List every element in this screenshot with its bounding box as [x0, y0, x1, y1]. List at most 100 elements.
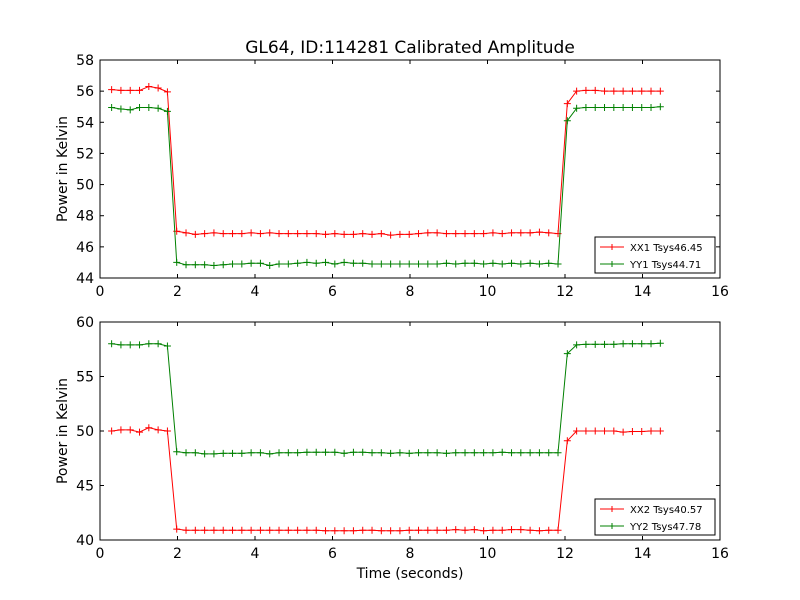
y-tick-label: 44: [76, 271, 94, 287]
data-point: [591, 427, 599, 435]
data-point: [535, 527, 543, 535]
series-2: [108, 103, 664, 270]
data-point: [415, 230, 423, 238]
data-point: [247, 449, 255, 457]
data-point: [284, 230, 292, 238]
data-point: [424, 229, 432, 237]
data-point: [545, 259, 553, 267]
data-point: [554, 526, 562, 534]
data-point: [303, 230, 311, 238]
data-point: [610, 87, 618, 95]
data-point: [349, 527, 357, 535]
data-point: [238, 449, 246, 457]
data-point: [517, 260, 525, 268]
data-point: [480, 260, 488, 268]
data-point: [359, 448, 367, 456]
data-point: [442, 259, 450, 267]
data-point: [601, 103, 609, 111]
data-point: [554, 260, 562, 268]
data-point: [136, 86, 144, 94]
data-point: [554, 449, 562, 457]
x-tick-label: 6: [328, 284, 337, 300]
data-point: [294, 259, 302, 267]
series-1: [108, 82, 664, 239]
data-point: [610, 427, 618, 435]
data-point: [619, 428, 627, 436]
data-point: [433, 526, 441, 534]
data-point: [461, 230, 469, 238]
data-point: [498, 260, 506, 268]
data-point: [545, 449, 553, 457]
data-point: [322, 527, 330, 535]
data-point: [424, 526, 432, 534]
data-point: [452, 526, 460, 534]
data-point: [628, 340, 636, 348]
data-point: [470, 230, 478, 238]
legend-box: [594, 498, 716, 536]
data-point: [349, 259, 357, 267]
data-point: [349, 230, 357, 238]
data-point: [396, 260, 404, 268]
legend-entry: XX2 Tsys40.57: [600, 505, 703, 516]
data-point: [303, 526, 311, 534]
data-point: [294, 449, 302, 457]
data-point: [498, 526, 506, 534]
y-tick-label: 56: [76, 84, 94, 100]
data-point: [628, 428, 636, 436]
data-point: [340, 258, 348, 266]
y-tick-label: 52: [76, 146, 94, 162]
data-point: [387, 527, 395, 535]
legend-entry: YY1 Tsys44.71: [600, 260, 701, 271]
data-point: [619, 103, 627, 111]
data-point: [359, 230, 367, 238]
data-point: [591, 103, 599, 111]
data-point: [452, 260, 460, 268]
data-point: [238, 230, 246, 238]
data-point: [191, 526, 199, 534]
data-point: [117, 86, 125, 94]
x-tick-label: 6: [328, 546, 337, 562]
data-point: [145, 103, 153, 111]
x-tick-label: 2: [173, 546, 182, 562]
series-2: [108, 339, 664, 458]
data-point: [275, 526, 283, 534]
data-point: [173, 258, 181, 266]
legend: XX2 Tsys40.57 YY2 Tsys47.78: [594, 498, 716, 536]
data-point: [517, 229, 525, 237]
data-point: [312, 526, 320, 534]
data-point: [442, 230, 450, 238]
data-point: [628, 103, 636, 111]
data-point: [340, 230, 348, 238]
y-tick-label: 48: [76, 209, 94, 225]
data-point: [396, 527, 404, 535]
data-point: [591, 340, 599, 348]
data-point: [191, 261, 199, 269]
data-point: [573, 341, 581, 349]
data-point: [573, 104, 581, 112]
data-point: [191, 230, 199, 238]
data-point: [294, 526, 302, 534]
data-point: [117, 426, 125, 434]
y-tick-label: 45: [76, 479, 94, 495]
data-point: [219, 449, 227, 457]
data-point: [415, 526, 423, 534]
data-point: [368, 230, 376, 238]
data-point: [108, 103, 116, 111]
data-point: [387, 449, 395, 457]
data-point: [508, 259, 516, 267]
data-point: [563, 117, 571, 125]
data-point: [601, 427, 609, 435]
data-point: [145, 424, 153, 432]
data-point: [126, 106, 134, 114]
data-point: [201, 230, 209, 238]
data-point: [368, 260, 376, 268]
data-point: [405, 526, 413, 534]
data-point: [405, 449, 413, 457]
data-point: [647, 103, 655, 111]
legend-marker: [609, 506, 615, 512]
x-tick-label: 12: [556, 284, 574, 300]
data-point: [266, 450, 274, 458]
data-point: [656, 103, 664, 111]
x-tick-label: 4: [251, 546, 260, 562]
